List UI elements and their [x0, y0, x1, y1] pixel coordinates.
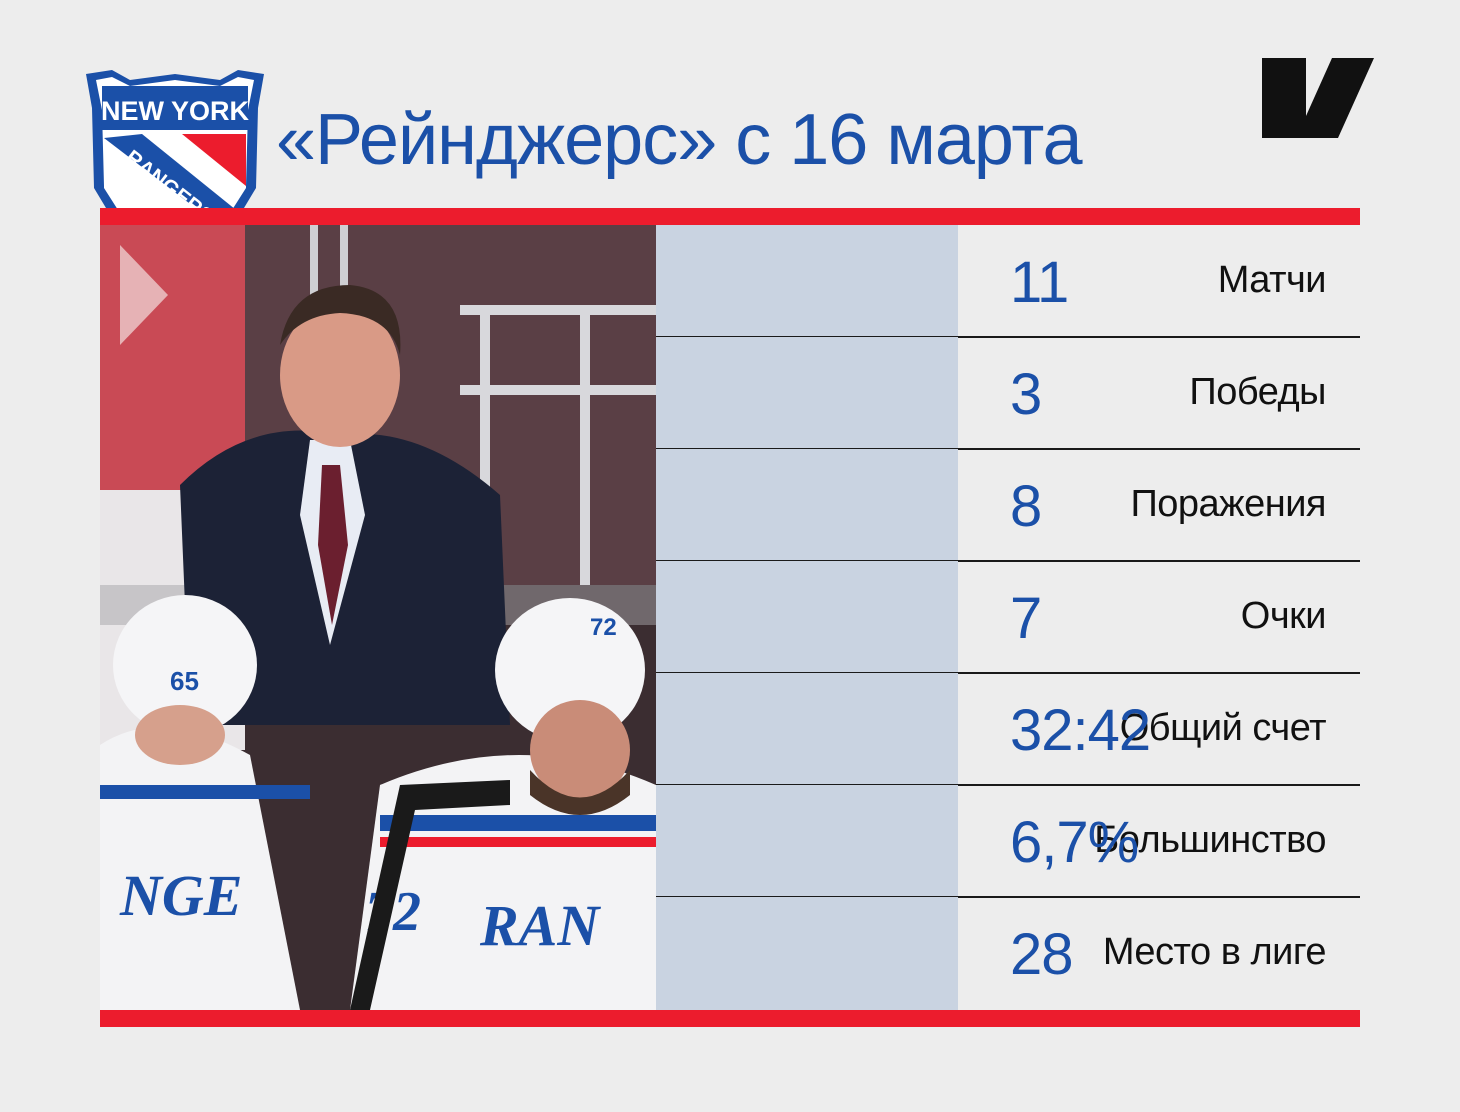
stat-value: 8 [1010, 474, 1042, 539]
page-title: «Рейнджерс» с 16 марта [276, 100, 1083, 180]
stat-label-cell [656, 673, 958, 785]
row-divider [656, 784, 1360, 786]
row-divider [656, 560, 1360, 562]
svg-text:RAN: RAN [479, 893, 601, 958]
stat-label-cell [656, 897, 958, 1010]
bottom-red-divider [100, 1010, 1360, 1027]
stat-label: Очки [1240, 595, 1327, 637]
row-divider [656, 672, 1360, 674]
bench-photo: 65 NGE 72 72 RAN [100, 225, 656, 1010]
stat-label: Поражения [1130, 483, 1326, 525]
stat-value: 28 [1010, 922, 1074, 987]
stat-label-cell [656, 785, 958, 897]
publisher-logo-icon [1262, 58, 1374, 138]
jersey-number-right-helmet: 72 [590, 614, 617, 641]
stat-label: Место в лиге [1102, 931, 1327, 973]
jersey-number-left: 65 [170, 666, 199, 696]
top-red-divider [100, 208, 1360, 225]
stat-label-cell [656, 561, 958, 673]
stat-label-cell [656, 225, 958, 337]
stat-row: Общий счет 32:42 [656, 673, 1360, 786]
stat-value: 6,7% [1010, 810, 1139, 875]
stat-label: Победы [1189, 371, 1326, 413]
stat-row: Матчи 11 [656, 225, 1360, 338]
stat-value: 32:42 [1010, 698, 1151, 763]
stat-row: Место в лиге 28 [656, 897, 1360, 1010]
svg-text:NGE: NGE [119, 863, 242, 928]
stat-value: 3 [1010, 362, 1042, 427]
stat-label: Матчи [1217, 259, 1327, 301]
stat-label-cell [656, 337, 958, 449]
row-divider [656, 448, 1360, 450]
stat-row: Поражения 8 [656, 449, 1360, 562]
stat-label: Большинство [1094, 819, 1326, 861]
row-divider [656, 336, 1360, 338]
stat-value: 11 [1010, 250, 1069, 315]
logo-text-newyork: NEW YORK [101, 96, 250, 126]
stat-label-cell [656, 449, 958, 561]
stat-label: Общий счет [1119, 707, 1327, 749]
row-divider [656, 896, 1360, 898]
stat-row: Большинство 6,7% [656, 785, 1360, 898]
stat-row: Очки 7 [656, 561, 1360, 674]
stat-value: 7 [1010, 586, 1042, 651]
stat-row: Победы 3 [656, 337, 1360, 450]
stats-table: Матчи 11 Победы 3 Поражения 8 Очки 7 Общ… [656, 225, 1360, 1010]
